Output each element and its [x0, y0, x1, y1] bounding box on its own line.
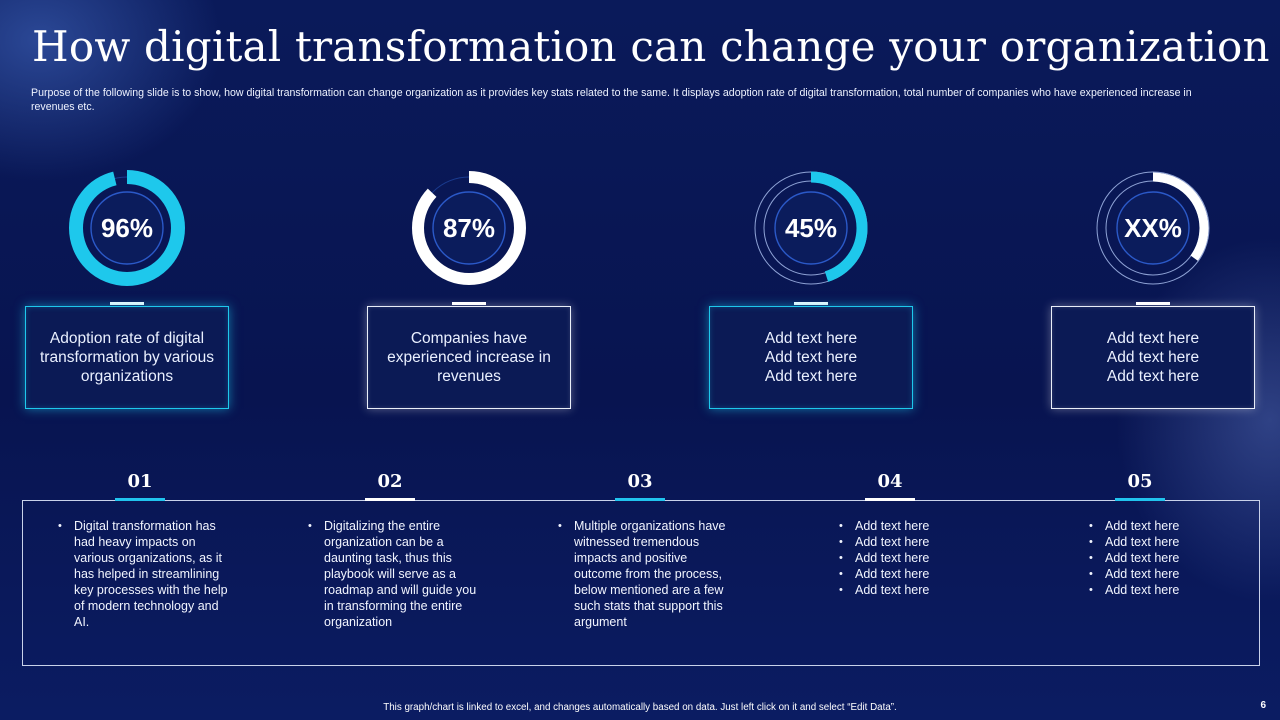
- donut-ring-3: [754, 171, 868, 285]
- step-number-01: 01: [127, 471, 153, 492]
- donut-outline: [1096, 171, 1210, 285]
- stat-box-2: Companies have experienced increase in r…: [367, 306, 571, 409]
- donut-ring-2: [412, 171, 526, 285]
- step-list-01: Digital transformation has had heavy imp…: [56, 518, 232, 630]
- step-number-05: 05: [1127, 471, 1153, 492]
- stat-label-1: Adoption rate of digital transformation …: [39, 330, 215, 385]
- step-bullet: Add text here: [1087, 550, 1207, 566]
- step-bullet: Add text here: [837, 550, 957, 566]
- donut-inner-disc: [1116, 191, 1190, 265]
- step-bullet: Add text here: [1087, 582, 1207, 598]
- step-bullet: Add text here: [837, 566, 957, 582]
- connector-3: [794, 302, 828, 305]
- step-accent-bar-05: [1115, 498, 1165, 501]
- donut-chart-3[interactable]: 45%: [751, 168, 871, 288]
- donut-svg-1: [69, 170, 185, 286]
- step-accent-bar-03: [615, 498, 665, 501]
- donut-value-2: 87%: [442, 212, 496, 243]
- step-bullet: Digital transformation has had heavy imp…: [56, 518, 232, 630]
- donut-inner-disc: [90, 191, 164, 265]
- step-list-05: Add text here Add text here Add text her…: [1087, 518, 1207, 598]
- donut-value-3: 45%: [784, 212, 838, 243]
- step-bullet: Digitalizing the entire organization can…: [306, 518, 482, 630]
- step-accent-bar-02: [365, 498, 415, 501]
- step-number-04: 04: [877, 471, 903, 492]
- donut-ring-1: [69, 170, 185, 286]
- slide-title: How digital transformation can change yo…: [32, 22, 1270, 71]
- footer-note: This graph/chart is linked to excel, and…: [383, 702, 897, 713]
- stat-label-2: Companies have experienced increase in r…: [387, 330, 551, 385]
- step-number-03: 03: [627, 471, 653, 492]
- stat-box-1: Adoption rate of digital transformation …: [25, 306, 229, 409]
- donut-chart-1[interactable]: 96%: [67, 168, 187, 288]
- donut-ring-4: [1097, 172, 1209, 284]
- slide-subtitle: Purpose of the following slide is to sho…: [31, 87, 1192, 113]
- step-list-02: Digitalizing the entire organization can…: [306, 518, 482, 630]
- step-accent-bar-01: [115, 498, 165, 501]
- stat-label-3: Add text here Add text here Add text her…: [764, 330, 858, 385]
- stat-box-4: Add text here Add text here Add text her…: [1051, 306, 1255, 409]
- step-bullet: Add text here: [837, 582, 957, 598]
- step-list-04: Add text here Add text here Add text her…: [837, 518, 957, 598]
- step-bullet: Add text here: [1087, 534, 1207, 550]
- connector-1: [110, 302, 144, 305]
- step-bullet: Multiple organizations have witnessed tr…: [556, 518, 732, 630]
- connector-4: [1136, 302, 1170, 305]
- donut-svg-2: [412, 171, 526, 285]
- step-bullet: Add text here: [1087, 566, 1207, 582]
- donut-chart-4[interactable]: XX%: [1093, 168, 1213, 288]
- donut-svg-3: [754, 171, 868, 285]
- donut-inner-disc: [432, 191, 506, 265]
- donut-value-4: XX%: [1124, 212, 1182, 243]
- donut-inner-disc: [774, 191, 848, 265]
- step-accent-bar-04: [865, 498, 915, 501]
- page-number: 6: [1260, 700, 1266, 711]
- donut-chart-2[interactable]: 87%: [409, 168, 529, 288]
- stat-box-3: Add text here Add text here Add text her…: [709, 306, 913, 409]
- donut-svg-4: [1096, 171, 1210, 285]
- step-number-02: 02: [377, 471, 403, 492]
- step-bullet: Add text here: [1087, 518, 1207, 534]
- connector-2: [452, 302, 486, 305]
- donut-value-1: 96%: [100, 212, 154, 243]
- step-bullet: Add text here: [837, 534, 957, 550]
- stat-label-4: Add text here Add text here Add text her…: [1106, 330, 1200, 385]
- step-list-03: Multiple organizations have witnessed tr…: [556, 518, 732, 630]
- step-bullet: Add text here: [837, 518, 957, 534]
